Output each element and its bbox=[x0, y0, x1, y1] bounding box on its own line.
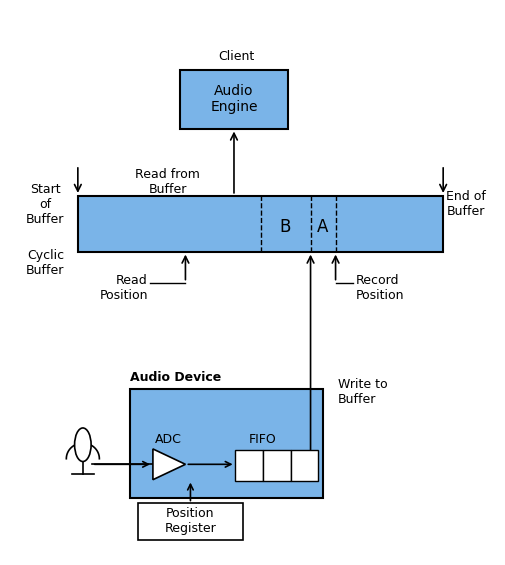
Text: Position
Register: Position Register bbox=[164, 507, 216, 536]
FancyBboxPatch shape bbox=[130, 389, 322, 498]
FancyBboxPatch shape bbox=[290, 450, 318, 481]
FancyBboxPatch shape bbox=[78, 196, 442, 252]
Text: Read
Position: Read Position bbox=[99, 274, 147, 302]
Polygon shape bbox=[153, 449, 185, 480]
Ellipse shape bbox=[74, 428, 91, 462]
Text: Read from
Buffer: Read from Buffer bbox=[135, 168, 200, 196]
Text: End of
Buffer: End of Buffer bbox=[445, 190, 485, 218]
Text: Record
Position: Record Position bbox=[355, 274, 403, 302]
Text: Audio Device: Audio Device bbox=[130, 371, 221, 384]
Text: FIFO: FIFO bbox=[248, 433, 276, 446]
Text: Start
of
Buffer: Start of Buffer bbox=[26, 182, 64, 225]
Text: Cyclic
Buffer: Cyclic Buffer bbox=[26, 249, 64, 277]
Text: Write to
Buffer: Write to Buffer bbox=[337, 377, 387, 406]
FancyBboxPatch shape bbox=[180, 70, 287, 129]
FancyBboxPatch shape bbox=[138, 503, 242, 540]
Text: A: A bbox=[317, 218, 328, 236]
Text: Client: Client bbox=[218, 50, 254, 63]
Text: Audio
Engine: Audio Engine bbox=[210, 84, 257, 114]
Text: ADC: ADC bbox=[154, 433, 181, 446]
FancyBboxPatch shape bbox=[235, 450, 263, 481]
FancyBboxPatch shape bbox=[263, 450, 290, 481]
Text: B: B bbox=[279, 218, 291, 236]
